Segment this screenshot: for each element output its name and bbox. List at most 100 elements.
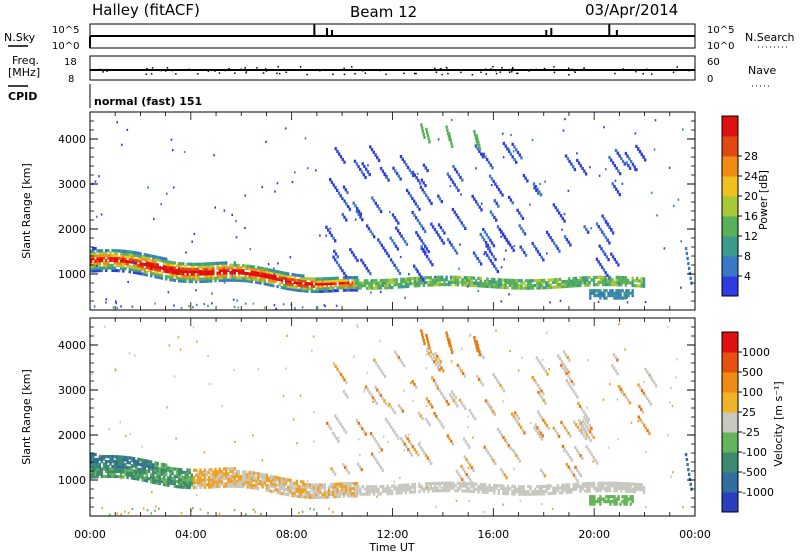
heatmap-cell bbox=[220, 268, 224, 273]
heatmap-cell bbox=[488, 282, 491, 286]
heatmap-cell bbox=[425, 255, 429, 259]
heatmap-cell bbox=[242, 485, 245, 489]
heatmap-cell bbox=[521, 356, 523, 359]
heatmap-cell bbox=[624, 489, 628, 493]
heatmap-cell bbox=[120, 254, 123, 258]
heatmap-cell bbox=[190, 277, 194, 281]
heatmap-cell bbox=[175, 264, 179, 268]
heatmap-cell bbox=[479, 281, 482, 286]
heatmap-cell bbox=[109, 258, 112, 263]
heatmap-cell bbox=[422, 249, 425, 253]
heatmap-cell bbox=[242, 477, 245, 481]
heatmap-cell bbox=[210, 262, 213, 266]
heatmap-cell bbox=[340, 484, 344, 488]
heatmap-cell bbox=[344, 274, 348, 278]
heatmap-cell bbox=[312, 493, 316, 497]
heatmap-cell bbox=[278, 273, 281, 277]
heatmap-cell bbox=[154, 257, 157, 261]
heatmap-cell bbox=[278, 481, 281, 485]
heatmap-cell bbox=[270, 479, 273, 483]
heatmap-cell bbox=[377, 286, 380, 290]
heatmap-cell bbox=[273, 267, 275, 270]
heatmap-cell bbox=[592, 278, 596, 282]
heatmap-cell bbox=[203, 468, 206, 472]
heatmap-cell bbox=[92, 261, 95, 266]
heatmap-cell bbox=[429, 276, 432, 280]
heatmap-cell bbox=[214, 472, 217, 476]
heatmap-cell bbox=[216, 274, 219, 278]
heatmap-cell bbox=[556, 486, 559, 490]
heatmap-cell bbox=[111, 472, 114, 476]
heatmap-cell bbox=[404, 486, 407, 490]
heatmap-cell bbox=[156, 479, 159, 483]
heatmap-cell bbox=[225, 278, 228, 282]
heatmap-cell bbox=[623, 393, 626, 397]
heatmap-cell bbox=[105, 254, 108, 258]
heatmap-cell bbox=[370, 279, 373, 283]
heatmap-cell bbox=[538, 413, 542, 417]
heatmap-cell bbox=[280, 271, 284, 275]
heatmap-cell bbox=[584, 412, 587, 416]
heatmap-cell bbox=[295, 482, 299, 486]
heatmap-cell bbox=[577, 485, 580, 489]
heatmap-cell bbox=[611, 161, 615, 165]
heatmap-cell bbox=[420, 245, 423, 249]
heatmap-cell bbox=[503, 473, 506, 477]
heatmap-cell bbox=[173, 273, 176, 277]
heatmap-cell bbox=[327, 286, 331, 291]
heatmap-cell bbox=[105, 467, 108, 471]
heatmap-cell bbox=[492, 373, 495, 377]
heatmap-cell bbox=[92, 252, 95, 256]
heatmap-cell bbox=[465, 283, 469, 287]
heatmap-cell bbox=[92, 472, 95, 477]
heatmap-cell bbox=[297, 281, 301, 285]
heatmap-cell bbox=[150, 271, 153, 275]
heatmap-cell bbox=[434, 484, 437, 488]
heatmap-cell bbox=[440, 366, 443, 370]
heatmap-cell bbox=[680, 286, 682, 289]
heatmap-cell bbox=[184, 480, 187, 484]
heatmap-cell bbox=[366, 487, 369, 491]
heatmap-cell bbox=[625, 497, 628, 501]
heatmap-cell bbox=[272, 477, 275, 481]
heatmap-cell bbox=[621, 159, 625, 163]
nave-dot bbox=[164, 70, 167, 72]
heatmap-cell bbox=[499, 190, 502, 194]
heatmap-cell bbox=[611, 291, 614, 295]
heatmap-cell bbox=[609, 289, 612, 293]
heatmap-cell bbox=[244, 475, 247, 479]
heatmap-cell bbox=[415, 216, 418, 220]
heatmap-cell bbox=[497, 427, 500, 432]
heatmap-cell bbox=[522, 487, 525, 491]
heatmap-cell bbox=[514, 417, 517, 421]
heatmap-cell bbox=[499, 278, 503, 282]
heatmap-cell bbox=[352, 201, 355, 205]
heatmap-cell bbox=[300, 495, 303, 499]
heatmap-cell bbox=[334, 276, 337, 280]
heatmap-cell bbox=[454, 167, 457, 171]
heatmap-cell bbox=[233, 273, 236, 277]
heatmap-cell bbox=[577, 402, 580, 406]
heatmap-cell bbox=[374, 457, 377, 462]
heatmap-cell bbox=[599, 481, 603, 485]
heatmap-cell bbox=[546, 252, 548, 255]
heatmap-cell bbox=[615, 260, 618, 264]
heatmap-cell bbox=[180, 272, 183, 276]
heatmap-cell bbox=[592, 481, 596, 485]
heatmap-cell bbox=[120, 305, 122, 308]
heatmap-cell bbox=[400, 277, 403, 281]
heatmap-cell bbox=[90, 458, 93, 462]
time-tick-label: 08:00 bbox=[276, 528, 308, 541]
heatmap-cell bbox=[143, 270, 146, 274]
nave-dot bbox=[471, 74, 474, 76]
heatmap-cell bbox=[321, 485, 324, 489]
sky-left-tick-top: 10^5 bbox=[52, 25, 79, 36]
heatmap-cell bbox=[229, 482, 232, 486]
heatmap-cell bbox=[244, 276, 247, 280]
heatmap-cell bbox=[102, 462, 106, 466]
heatmap-cell bbox=[411, 282, 414, 286]
heatmap-cell bbox=[291, 273, 294, 277]
heatmap-cell bbox=[113, 467, 116, 471]
heatmap-cell bbox=[438, 197, 442, 201]
